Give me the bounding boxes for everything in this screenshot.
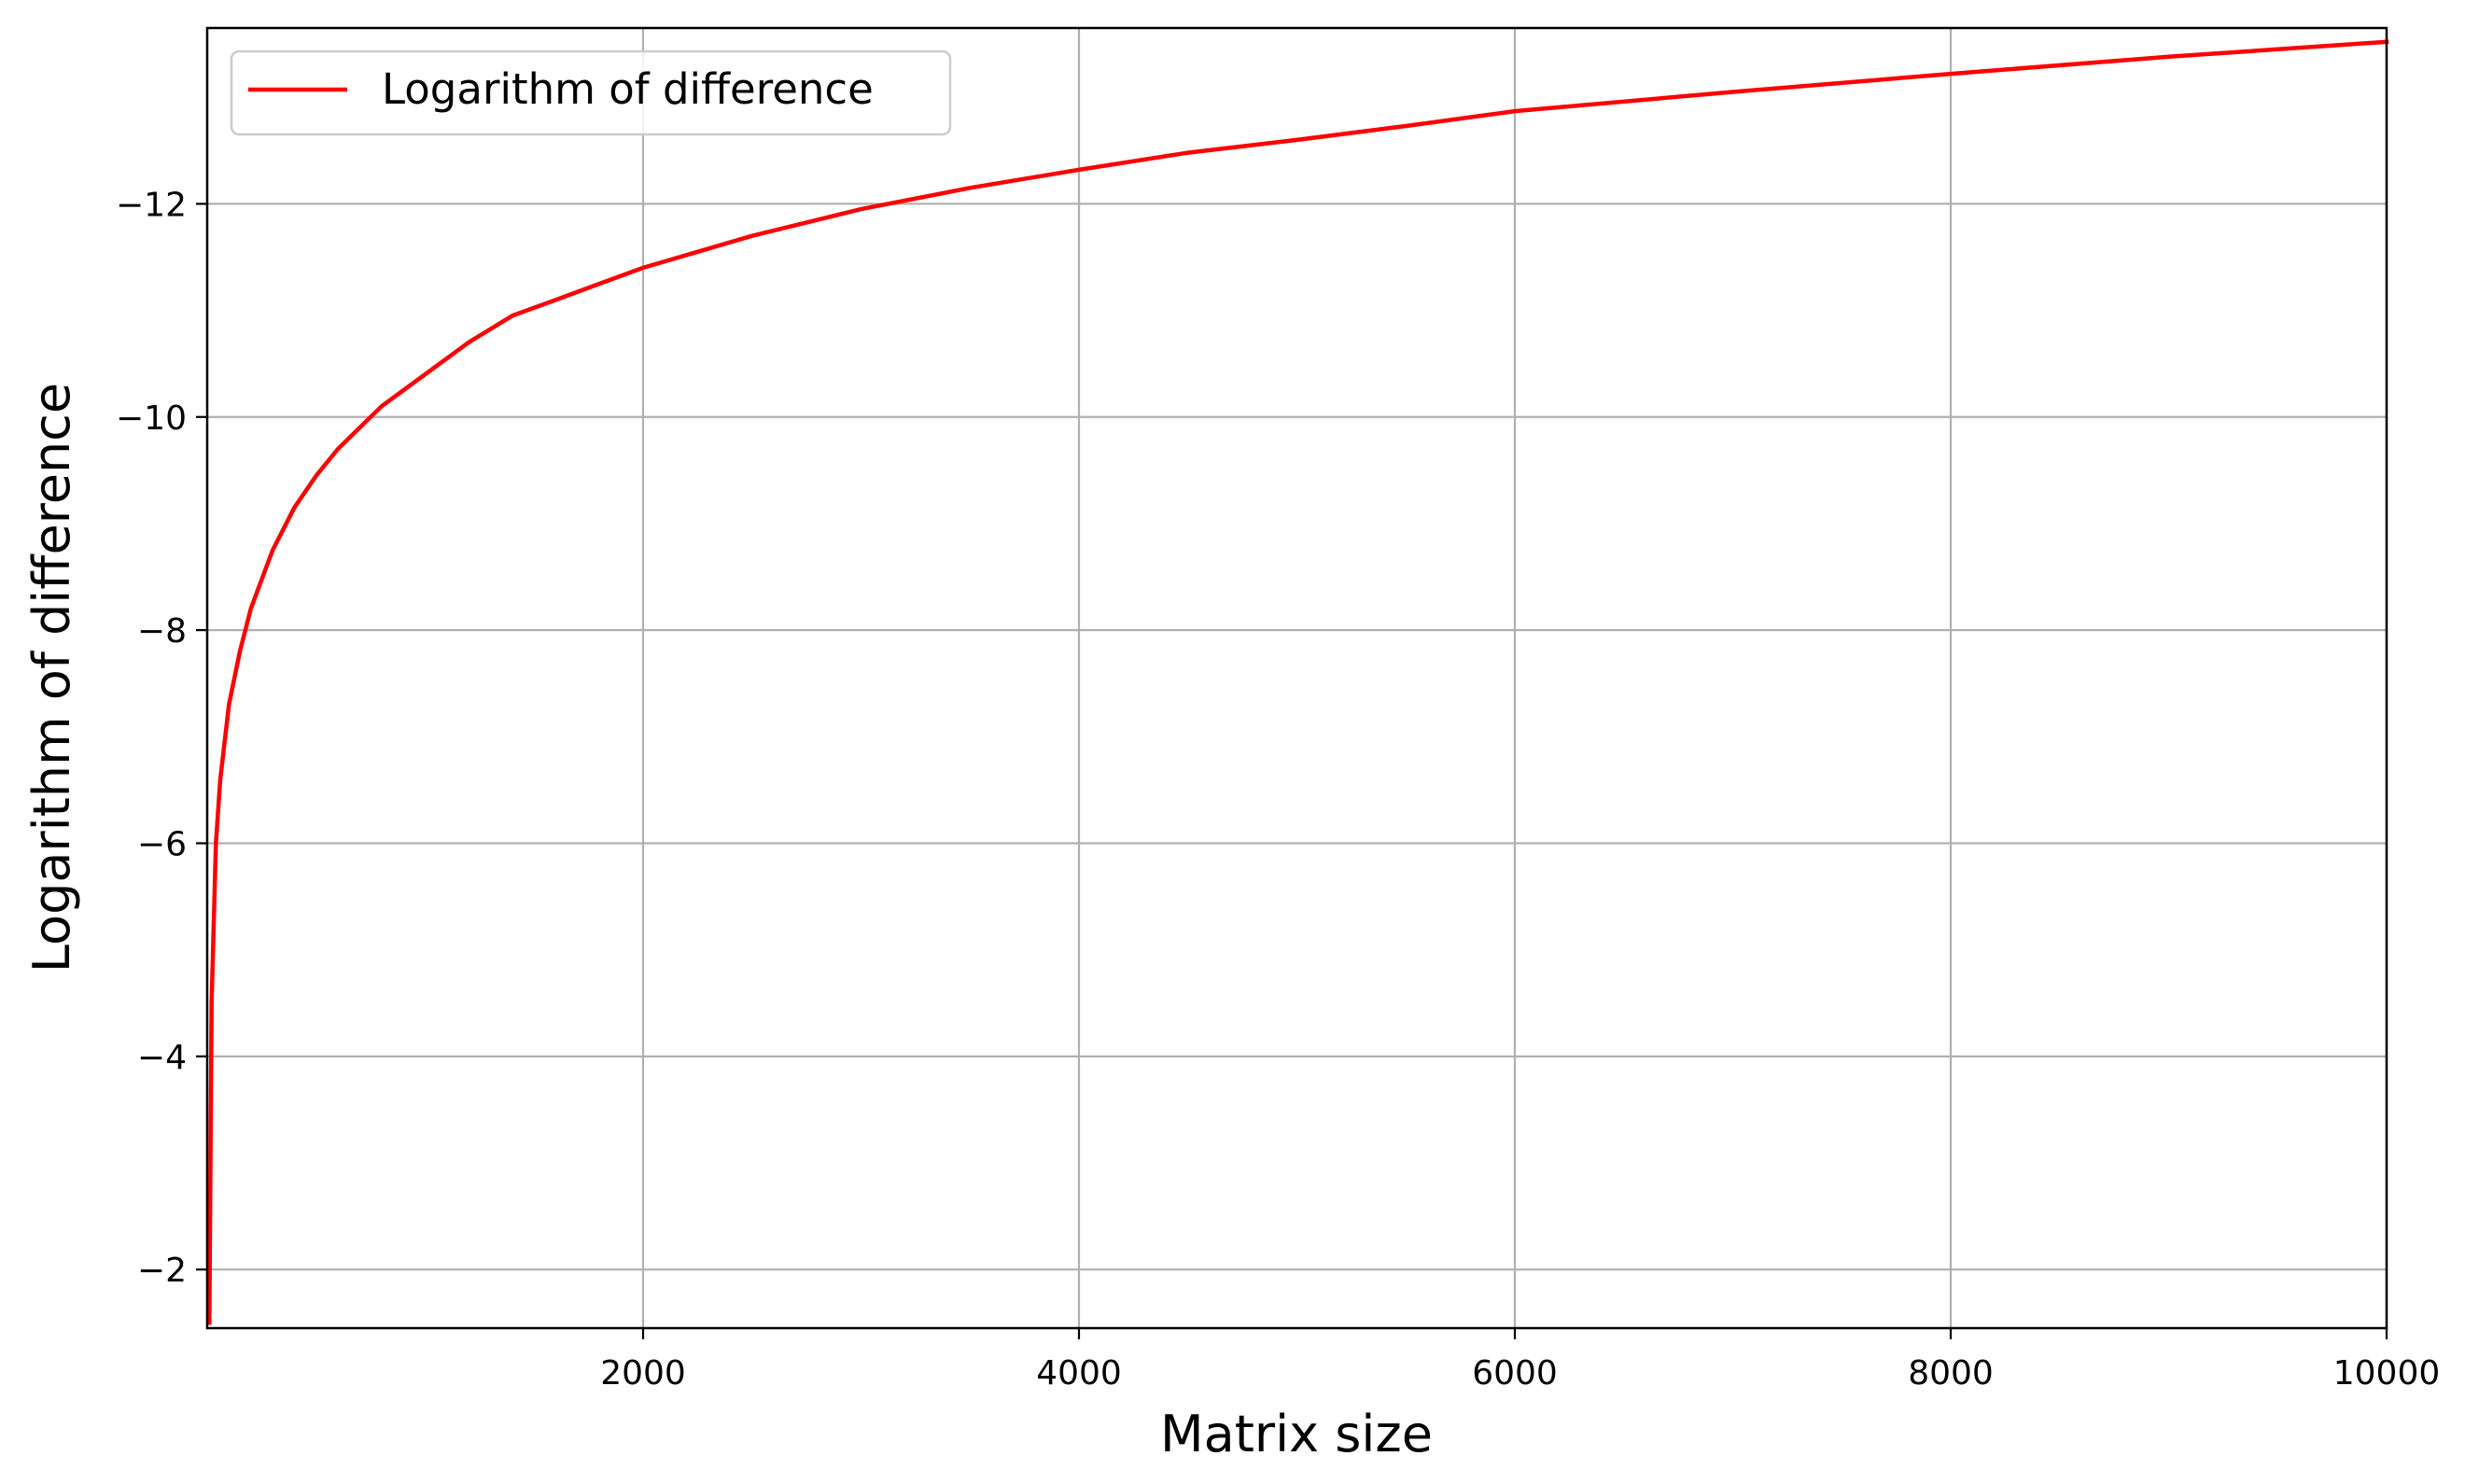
y-ticks: −2 −4 −6 −8 −10 −12 xyxy=(116,186,207,1290)
series-lines xyxy=(207,39,2389,1325)
y-tick-label: −12 xyxy=(116,186,187,224)
legend-label: Logarithm of difference xyxy=(382,64,874,114)
legend: Logarithm of difference xyxy=(230,49,952,136)
x-tick-label: 2000 xyxy=(600,1354,686,1393)
y-axis-label: Logarithm of difference xyxy=(22,383,81,973)
x-ticks: 2000 4000 6000 8000 10000 xyxy=(600,1328,2440,1393)
y-tick-label: −8 xyxy=(137,612,187,651)
x-axis-label: Matrix size xyxy=(1160,1405,1433,1463)
x-tick-label: 10000 xyxy=(2333,1354,2441,1393)
x-tick-label: 8000 xyxy=(1908,1354,1994,1393)
plot-frame xyxy=(205,26,2388,1330)
y-tick-label: −2 xyxy=(137,1252,187,1290)
y-tick-label: −4 xyxy=(137,1039,187,1077)
legend-box xyxy=(230,49,952,136)
x-tick-label: 4000 xyxy=(1036,1354,1122,1393)
x-tick-label: 6000 xyxy=(1472,1354,1558,1393)
series-line-0 xyxy=(207,39,2389,1325)
y-tick-label: −10 xyxy=(116,399,187,438)
y-tick-label: −6 xyxy=(137,825,187,863)
